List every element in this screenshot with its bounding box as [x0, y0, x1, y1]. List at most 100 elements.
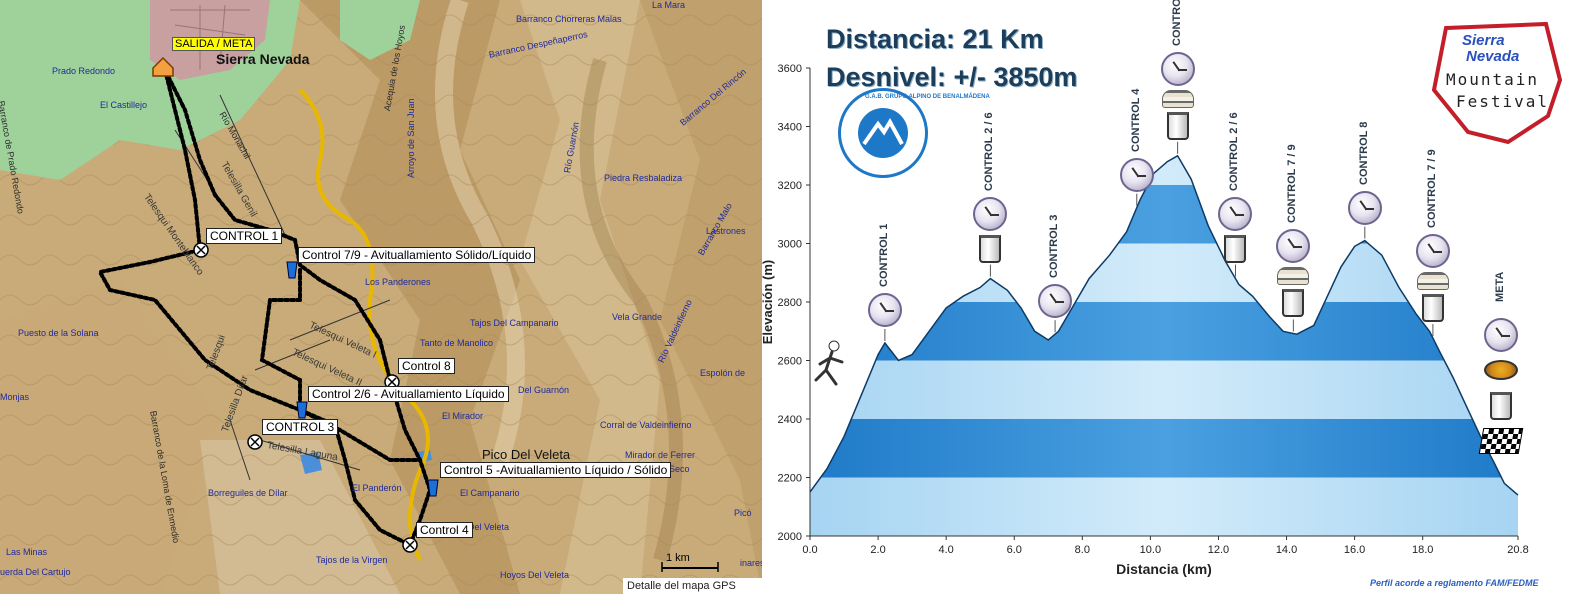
elevation-band [810, 243, 1518, 302]
elevation-profile: 2000 2200 2400 2600 2800 3000 3200 3400 3600 0.0 2… [762, 0, 1596, 594]
y-tick-label: 3200 [778, 180, 802, 192]
control-marker-label: CONTROL 4 [1129, 88, 1142, 152]
place-label: Tajos Del Campanario [470, 318, 559, 328]
festival-logo: Sierra Nevada Mountain Festival [1428, 20, 1563, 148]
cup-icon [1282, 289, 1305, 318]
control-7-9-label[interactable]: Control 7/9 - Avituallamiento Sólido/Líq… [298, 247, 536, 263]
clock-icon [1347, 190, 1382, 225]
x-tick-label: 8.0 [1075, 544, 1090, 556]
clock-icon [1038, 284, 1073, 319]
y-tick-label: 3600 [778, 63, 802, 75]
runner-icon [814, 340, 844, 386]
place-label: Sierra Nevada [216, 51, 310, 67]
x-tick-label: 12.0 [1208, 544, 1229, 556]
profile-footer: Perfil acorde a reglamento FAM/FEDME [1370, 578, 1539, 588]
festival-logo-line2: Nevada [1466, 48, 1520, 65]
place-label: Monjas [0, 392, 30, 402]
cup-icon [979, 234, 1002, 263]
clock-icon [1276, 229, 1311, 264]
x-tick-label: 2.0 [870, 544, 885, 556]
y-axis-label: Elevación (m) [762, 260, 775, 345]
map-terrain [0, 0, 762, 594]
elevation-band [810, 477, 1518, 536]
profile-chart: 2000 2200 2400 2600 2800 3000 3200 3400 3600 0.0 2… [762, 63, 1529, 577]
cup-icon [1166, 111, 1189, 140]
control-marker-label: CONTROL 3 [1048, 214, 1061, 279]
place-label: Borreguiles de Dílar [208, 488, 288, 498]
clock-icon [1160, 51, 1195, 86]
control-8-label[interactable]: Control 8 [398, 358, 455, 374]
elevation-band [810, 185, 1518, 244]
x-tick-label: 20.8 [1507, 544, 1528, 556]
control-2-6-label[interactable]: Control 2/6 - Avituallamiento Líquido [308, 386, 509, 402]
start-finish-label[interactable]: SALIDA / META [172, 37, 256, 51]
route-map[interactable]: Sierra Nevada Prado Redondo El Castillej… [0, 0, 762, 594]
x-tick-label: 0.0 [802, 544, 817, 556]
clock-icon [867, 292, 902, 327]
y-tick-label: 2800 [778, 297, 802, 309]
paella-icon [1483, 360, 1518, 380]
place-label: Arroyo de San Juan [406, 98, 416, 178]
place-label: Tanto de Manolico [420, 338, 494, 348]
place-label: Hoyos Del Veleta [500, 570, 570, 580]
profile-line [809, 154, 1519, 496]
control-3-label[interactable]: CONTROL 3 [262, 419, 339, 435]
control-marker-label: META [1493, 271, 1506, 302]
place-label: Del Veleta [468, 522, 510, 532]
control-marker-label: CONTROL 5 [1170, 0, 1183, 46]
x-tick-label: 18.0 [1412, 544, 1433, 556]
x-tick-label: 4.0 [939, 544, 954, 556]
place-label: Piedra Resbaladiza [604, 173, 683, 183]
control-4-label[interactable]: Control 4 [416, 522, 473, 538]
control-marker-label: CONTROL 1 [877, 223, 890, 287]
clock-icon [1415, 234, 1450, 269]
clock-icon [1483, 318, 1518, 352]
control-marker-label: CONTROL 2 / 6 [1228, 111, 1241, 191]
control-marker-label: CONTROL 7 / 9 [1425, 149, 1438, 229]
scale-label: 1 km [666, 552, 690, 564]
place-label: Lastrones [706, 226, 746, 236]
place-label: Pico Del Veleta [482, 447, 571, 462]
x-tick-label: 16.0 [1344, 544, 1365, 556]
place-label: Los Panderones [365, 277, 431, 287]
control-marker-label: CONTROL 8 [1357, 121, 1370, 185]
place-label: Prado Redondo [52, 66, 116, 76]
profile-area [810, 155, 1518, 536]
place-label: Picó [734, 508, 752, 518]
cup-icon [1224, 234, 1247, 263]
place-label: Tajos de la Virgen [316, 555, 388, 565]
gab-logo: G.A.B. GRUPO ALPINO DE BENALMÁDENA [838, 88, 990, 178]
cup-icon [1489, 392, 1512, 420]
place-label: El Panderón [352, 483, 402, 493]
x-tick-label: 10.0 [1140, 544, 1161, 556]
place-label: Del Guarnón [518, 385, 570, 395]
place-label: inares [740, 558, 762, 568]
place-label: Las Minas [6, 547, 48, 557]
place-label: Mirador de Ferrer [625, 450, 696, 460]
place-label: El Campanario [460, 488, 520, 498]
y-tick-label: 2600 [778, 356, 802, 368]
gab-logo-mountain-icon [858, 108, 908, 158]
cup-icon [1421, 294, 1444, 323]
map-footer: Detalle del mapa GPS [623, 578, 762, 594]
control-1-label[interactable]: CONTROL 1 [206, 228, 283, 244]
x-axis-label: Distancia (km) [1116, 561, 1212, 577]
control-marker-label: CONTROL 7 / 9 [1286, 144, 1299, 224]
profile-title-elevation: Desnivel: +/- 3850m [826, 62, 1078, 92]
festival-logo-line3: Mountain [1446, 70, 1540, 89]
y-tick-label: 3000 [778, 239, 802, 251]
clock-icon [973, 196, 1008, 231]
control-marker-label: CONTROL 2 / 6 [983, 111, 996, 191]
sandwich-icon [1416, 272, 1449, 291]
elevation-band [810, 419, 1518, 478]
sandwich-icon [1277, 267, 1310, 286]
x-tick-label: 6.0 [1007, 544, 1022, 556]
sandwich-icon [1161, 89, 1194, 108]
y-tick-label: 3400 [778, 122, 802, 134]
place-label: Puesto de la Solana [18, 328, 99, 338]
festival-logo-line4: Festival [1456, 92, 1550, 111]
x-tick-label: 14.0 [1276, 544, 1297, 556]
place-label: uerda Del Cartujo [0, 567, 71, 577]
control-5-label[interactable]: Control 5 -Avituallamiento Líquido / Sól… [440, 462, 672, 478]
y-tick-label: 2200 [778, 473, 802, 485]
